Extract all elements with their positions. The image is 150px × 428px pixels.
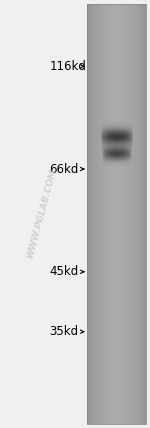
Text: 116kd: 116kd [50,60,86,73]
Text: 66kd: 66kd [50,163,79,175]
Text: 45kd: 45kd [50,265,79,278]
Text: WWW.PGLAB.COM: WWW.PGLAB.COM [26,168,58,260]
Text: 35kd: 35kd [50,325,79,338]
Bar [87,4,146,424]
